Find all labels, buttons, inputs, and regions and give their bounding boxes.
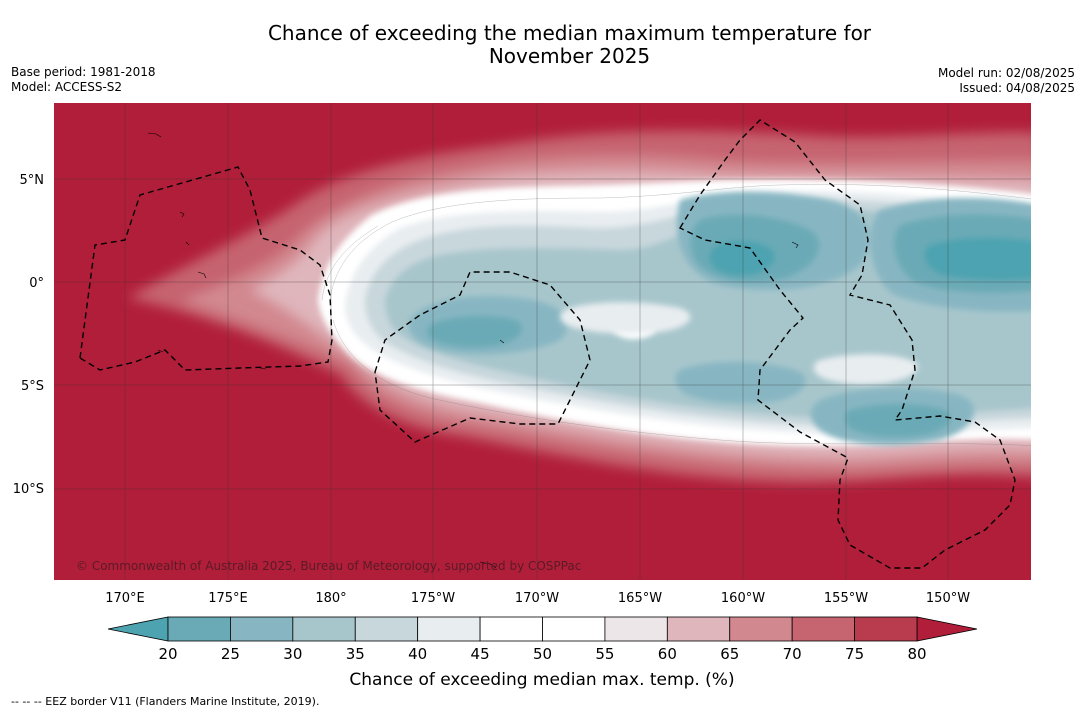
colorbar-segment	[854, 616, 918, 642]
colorbar-tick-label: 20	[158, 645, 177, 663]
title-line-2: November 2025	[488, 44, 651, 68]
lon-tick: 155°W	[824, 591, 868, 606]
colorbar-label: Chance of exceeding median max. temp. (%…	[349, 670, 734, 690]
lon-tick: 180°	[315, 591, 346, 606]
lon-tick: 175°W	[411, 591, 455, 606]
colorbar-tick-label: 40	[408, 645, 427, 663]
latitude-ticks: 5°N 0° 5°S 10°S	[13, 173, 44, 497]
lon-tick: 170°E	[105, 591, 145, 606]
colorbar-tick-label: 50	[533, 645, 552, 663]
colorbar-segment	[354, 616, 419, 642]
colorbar-segment	[167, 616, 231, 642]
colorbar-tick-label: 55	[595, 645, 614, 663]
colorbar-tick-label: 70	[783, 645, 802, 663]
contour-lines	[321, 184, 1031, 446]
colorbar-high-arrow	[916, 616, 978, 642]
colorbar-segment	[791, 616, 855, 642]
colorbar-segment	[230, 616, 294, 642]
longitude-ticks: 170°E 175°E 180° 175°W 170°W 165°W 160°W…	[105, 591, 970, 606]
colorbar-segment	[479, 616, 543, 642]
colorbar-tick-label: 60	[658, 645, 677, 663]
eez-borders	[79, 119, 1016, 569]
colorbar-legend: 20 25 30 35 40 45 50 55 60 65 70 75 80	[107, 616, 978, 663]
colorbar-tick-label: 45	[471, 645, 490, 663]
map-area	[54, 103, 1031, 580]
issued-date: Issued: 04/08/2025	[959, 81, 1075, 95]
colorbar-tick-label: 30	[283, 645, 302, 663]
colorbar-tick-label: 65	[720, 645, 739, 663]
colorbar-segment	[666, 616, 731, 642]
colorbar-tick-label: 35	[346, 645, 365, 663]
copyright-text: © Commonwealth of Australia 2025, Bureau…	[76, 559, 581, 573]
colorbar-tick-label: 75	[845, 645, 864, 663]
colorbar-segment	[729, 616, 793, 642]
lat-tick: 5°S	[21, 379, 44, 394]
lon-tick: 170°W	[515, 591, 559, 606]
colorbar-segment	[292, 616, 356, 642]
lat-tick: 0°	[29, 276, 44, 291]
lon-tick: 165°W	[618, 591, 662, 606]
model-run: Model run: 02/08/2025	[937, 66, 1075, 80]
colorbar-segment	[417, 616, 481, 642]
model-name: Model: ACCESS-S2	[11, 80, 123, 94]
lon-tick: 175°E	[208, 591, 248, 606]
colorbar-tick-label: 80	[907, 645, 926, 663]
lat-tick: 10°S	[13, 482, 44, 497]
eez-footnote: -- -- -- EEZ border V11 (Flanders Marine…	[11, 695, 320, 708]
probability-field	[128, 130, 1031, 483]
colorbar-segment	[542, 616, 606, 642]
colorbar-tick-label: 25	[221, 645, 240, 663]
map-title: Chance of exceeding the median maximum t…	[0, 22, 1085, 68]
lon-tick: 160°W	[721, 591, 765, 606]
lat-tick: 5°N	[20, 173, 45, 188]
meta-right: Model run: 02/08/2025 Issued: 04/08/2025	[938, 66, 1075, 96]
coastlines	[147, 132, 799, 569]
base-period: Base period: 1981-2018	[11, 65, 156, 79]
colorbar-segment	[604, 616, 668, 642]
title-line-1: Chance of exceeding the median maximum t…	[267, 21, 872, 45]
meta-left: Base period: 1981-2018 Model: ACCESS-S2	[11, 65, 156, 95]
colorbar-low-arrow	[107, 616, 169, 642]
lon-tick: 150°W	[926, 591, 970, 606]
